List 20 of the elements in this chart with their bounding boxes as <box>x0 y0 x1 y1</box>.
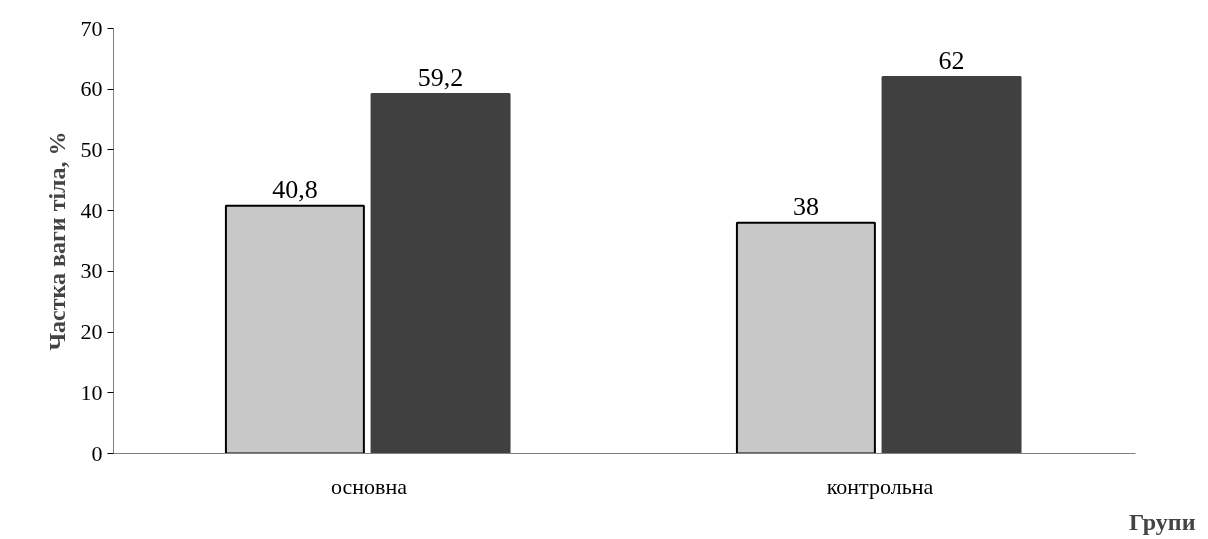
data-label: 62 <box>938 46 965 76</box>
y-tick-label: 60 <box>80 76 103 102</box>
y-tick-label: 10 <box>80 379 103 405</box>
y-tick-label: 70 <box>80 15 103 41</box>
bar <box>735 221 876 454</box>
x-axis-title: Групи <box>1129 508 1196 535</box>
y-tick-label: 20 <box>80 319 103 345</box>
bar <box>881 76 1022 454</box>
x-tick-label: контрольна <box>826 473 934 499</box>
y-tick-label: 50 <box>80 136 103 162</box>
y-axis-title: Частка ваги тіла, % <box>43 131 70 351</box>
y-tick-label: 40 <box>80 197 103 223</box>
data-label: 59,2 <box>417 63 464 93</box>
bar <box>224 204 365 454</box>
x-tick-label: основна <box>330 473 408 499</box>
data-label: 38 <box>792 191 819 221</box>
data-label: 40,8 <box>272 174 318 204</box>
y-tick-label: 30 <box>80 258 103 284</box>
y-tick-label: 0 <box>91 440 103 466</box>
bar <box>370 93 511 454</box>
